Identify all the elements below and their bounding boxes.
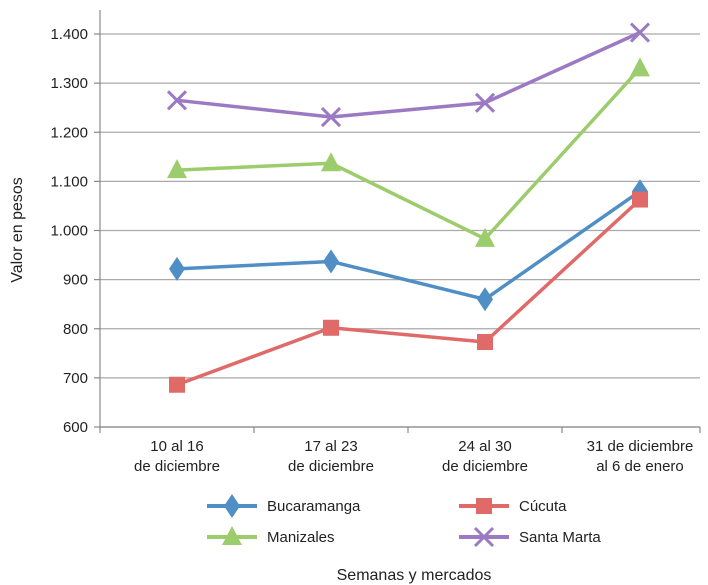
- legend-label: Santa Marta: [519, 529, 601, 546]
- series-line-manizales: [176, 67, 642, 241]
- data-markers: [166, 22, 651, 393]
- x-marker-stroke: [474, 92, 496, 113]
- x-axis-title: Semanas y mercados: [337, 567, 492, 584]
- x-marker-stroke: [320, 106, 342, 128]
- data-point: [323, 249, 339, 274]
- y-tick-label: 1.000: [50, 223, 88, 240]
- data-point: [632, 191, 648, 208]
- data-point: [475, 227, 495, 247]
- x-tick-label: 10 al 16 de diciembre: [134, 438, 220, 475]
- y-tick-label: 800: [63, 321, 88, 338]
- series-line-bucaramanga: [176, 189, 642, 302]
- x-tick-label: 24 al 30 de diciembre: [442, 438, 528, 475]
- y-tick-labels: 600 700 800 900 1.000 1.100 1.200 1.300 1.400: [50, 26, 88, 436]
- y-tick-label: 900: [63, 272, 88, 289]
- legend-entry: Manizales: [207, 526, 335, 546]
- series-line-santa-marta: [176, 30, 641, 119]
- series-line-cúcuta: [176, 198, 642, 387]
- legend-entry: Bucaramanga: [207, 494, 361, 518]
- legend-entry: Santa Marta: [459, 526, 601, 548]
- data-point: [169, 256, 185, 281]
- data-point: [323, 319, 339, 336]
- axes: [94, 10, 701, 433]
- legend-label: Cúcuta: [519, 498, 567, 515]
- x-marker-stroke: [166, 90, 188, 111]
- data-point: [166, 90, 188, 111]
- data-point: [630, 57, 650, 77]
- series-lines: [176, 30, 642, 387]
- y-tick-label: 600: [63, 419, 88, 436]
- data-point: [169, 376, 185, 393]
- x-tick-labels: 10 al 16 de diciembre 17 al 23 de diciembre…: [134, 438, 693, 475]
- data-point: [320, 106, 342, 128]
- legend-label: Bucaramanga: [267, 498, 361, 515]
- x-marker-stroke: [473, 526, 495, 548]
- x-marker-stroke: [629, 22, 651, 43]
- data-point: [477, 334, 493, 351]
- gridlines: [100, 33, 700, 428]
- legend-swatch-marker: [224, 494, 240, 518]
- x-tick-label: 31 de diciembre al 6 de enero: [587, 438, 694, 475]
- legend-label: Manizales: [267, 529, 335, 546]
- y-tick-label: 700: [63, 370, 88, 387]
- legend-swatch-marker: [476, 498, 492, 514]
- y-tick-label: 1.300: [50, 75, 88, 92]
- x-tick-label: 17 al 23 de diciembre: [288, 438, 374, 475]
- y-tick-label: 1.400: [50, 26, 88, 43]
- data-point: [629, 22, 651, 43]
- data-point: [167, 159, 187, 179]
- y-tick-label: 1.100: [50, 173, 88, 190]
- data-point: [477, 287, 493, 312]
- data-point: [474, 92, 496, 113]
- y-tick-label: 1.200: [50, 124, 88, 141]
- data-point: [321, 152, 341, 172]
- y-axis-title: Valor en pesos: [9, 177, 26, 283]
- legend-swatch-marker: [473, 526, 495, 548]
- legend: Bucaramanga Cúcuta Manizales Santa Marta: [207, 494, 601, 548]
- legend-entry: Cúcuta: [459, 498, 567, 515]
- legend-swatch-marker: [222, 526, 242, 545]
